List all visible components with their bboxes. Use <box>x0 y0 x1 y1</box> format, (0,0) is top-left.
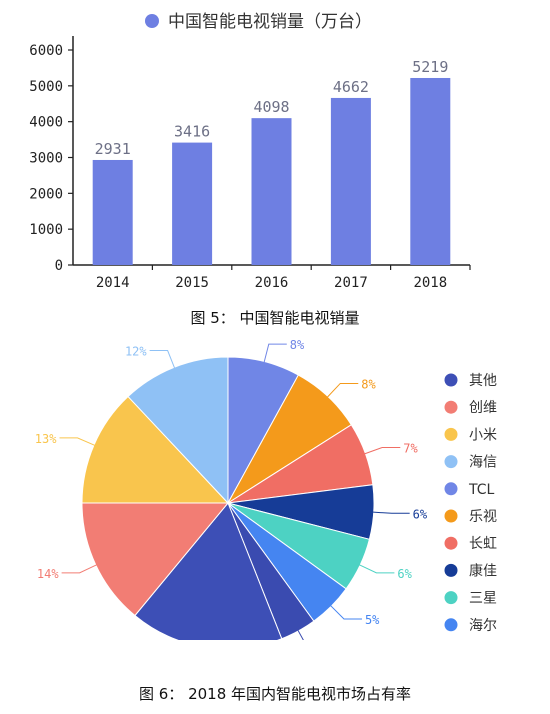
bar-value-label: 2931 <box>95 140 131 158</box>
bar-value-label: 4662 <box>333 78 369 96</box>
pie-leader-line <box>59 437 97 447</box>
legend-swatch <box>444 400 458 414</box>
pie-slice-label: 5% <box>365 613 380 627</box>
legend-swatch <box>444 591 458 605</box>
pie-slice-label: 6% <box>413 507 428 521</box>
x-tick-label: 2018 <box>413 275 447 291</box>
legend-label: 其他 <box>469 373 497 389</box>
legend-swatch <box>444 482 458 496</box>
legend-label: 乐视 <box>469 509 497 525</box>
bar <box>92 159 133 265</box>
bar-chart-caption: 图 5： 中国智能电视销量 <box>190 309 360 327</box>
pie-slice-label: 7% <box>403 441 418 455</box>
pie-slice-label: 8% <box>290 340 305 352</box>
x-tick-label: 2014 <box>96 275 130 291</box>
legend-label: 海尔 <box>469 618 497 634</box>
y-tick-label: 0 <box>55 258 63 274</box>
y-tick-label: 2000 <box>29 186 63 202</box>
pie-slice-label: 14% <box>37 567 59 581</box>
legend-swatch <box>444 618 458 632</box>
bar-legend: 中国智能电视销量（万台） <box>145 12 372 32</box>
y-tick-label: 4000 <box>29 115 63 131</box>
legend-swatch <box>444 536 458 550</box>
pie-slice-label: 12% <box>125 345 147 359</box>
bar <box>410 77 451 265</box>
x-tick-label: 2015 <box>175 275 209 291</box>
legend-label: 海信 <box>469 455 497 471</box>
bar <box>172 142 213 265</box>
bar-value-label: 3416 <box>174 123 210 141</box>
y-tick-label: 5000 <box>29 79 63 95</box>
y-tick-label: 1000 <box>29 222 63 238</box>
legend-label: 康佳 <box>469 562 497 579</box>
legend-label: 三星 <box>469 591 497 607</box>
pie-leader-line <box>371 511 410 514</box>
legend-label: 中国智能电视销量（万台） <box>168 12 372 32</box>
pie-leader-line <box>296 628 304 640</box>
legend-label: 长虹 <box>469 536 497 552</box>
legend-label: TCL <box>468 482 495 498</box>
pie-chart: 8%8%7%6%6%5%4%17%14%13%12%其他创维小米海信TCL乐视长… <box>35 340 497 640</box>
y-tick-label: 3000 <box>29 151 63 167</box>
pie-leader-line <box>61 563 98 574</box>
pie-leader-line <box>326 382 359 399</box>
bar-chart: 中国智能电视销量（万台） 0 1000 2000 3000 4000 5000 6000 201… <box>29 12 471 291</box>
bar <box>330 97 371 265</box>
pie-leader-line <box>263 343 287 364</box>
pie-leader-line <box>363 446 401 455</box>
legend-label: 小米 <box>469 427 497 443</box>
bar-value-label: 4098 <box>253 98 289 116</box>
pie-legend: 其他创维小米海信TCL乐视长虹康佳三星海尔夏普 <box>444 373 497 634</box>
pie-slice <box>134 502 283 640</box>
legend-swatch <box>444 427 458 441</box>
pie-slice-label: 13% <box>35 432 57 446</box>
pie-leader-line <box>358 563 395 574</box>
legend-swatch <box>444 373 458 387</box>
legend-swatch <box>145 14 159 28</box>
pie-slice-label: 8% <box>361 377 376 391</box>
pie-slice-label: 6% <box>397 567 412 581</box>
legend-swatch <box>444 563 458 577</box>
legend-swatch <box>444 455 458 469</box>
x-tick-label: 2016 <box>255 275 289 291</box>
bar-value-label: 5219 <box>412 58 448 76</box>
legend-swatch <box>444 509 458 523</box>
y-tick-label: 6000 <box>29 43 63 59</box>
pie-chart-caption: 图 6： 2018 年国内智能电视市场占有率 <box>138 685 412 703</box>
legend-label: 创维 <box>469 400 497 416</box>
x-tick-label: 2017 <box>334 275 368 291</box>
bar <box>251 118 292 265</box>
pie-leader-line <box>329 604 362 620</box>
pie-leader-line <box>149 350 176 370</box>
